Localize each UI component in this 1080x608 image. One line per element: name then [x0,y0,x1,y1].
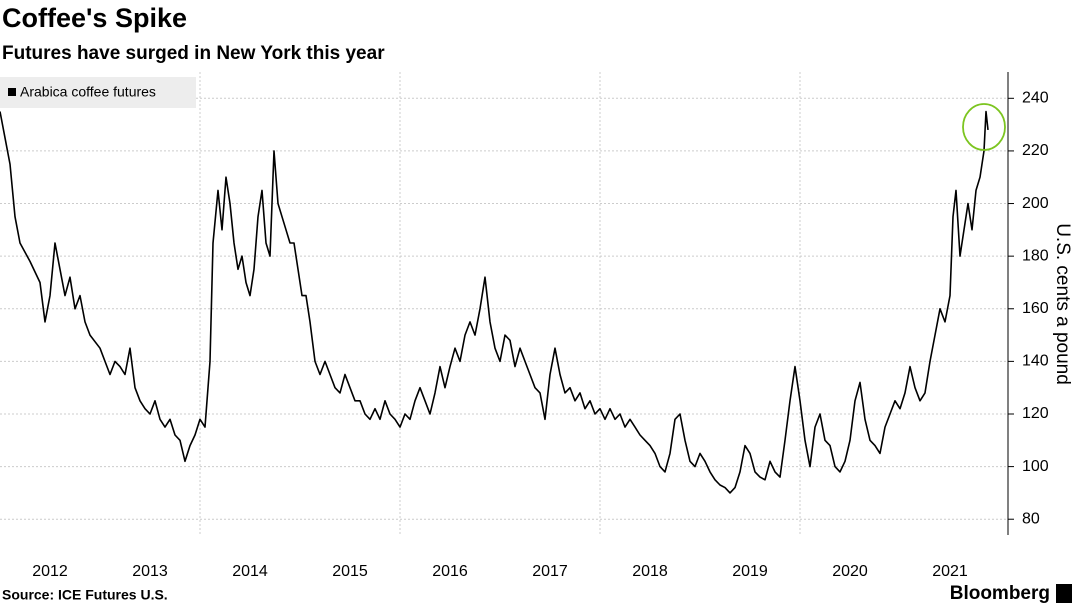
legend-label: Arabica coffee futures [20,84,156,100]
y-axis-label: U.S. cents a pound [1052,223,1073,385]
highlight-circle [962,103,1006,151]
x-tick-label: 2013 [132,563,168,580]
x-tick-label: 2021 [932,563,968,580]
x-tick-label: 2017 [532,563,568,580]
legend-swatch [8,88,16,96]
brand-icon [1056,584,1072,603]
brand: Bloomberg [950,583,1050,604]
y-tick-label: 180 [1022,247,1049,264]
x-tick-label: 2015 [332,563,368,580]
y-tick-label: 160 [1022,300,1049,317]
x-tick-label: 2018 [632,563,668,580]
line [0,110,989,494]
y-tick-label: 200 [1022,195,1049,212]
x-tick-label: 2016 [432,563,468,580]
chart-subtitle: Futures have surged in New York this yea… [2,43,385,64]
y-tick-label: 80 [1022,510,1040,527]
x-tick-label: 2014 [232,563,268,580]
y-tick-label: 120 [1022,405,1049,422]
x-tick-label: 2020 [832,563,868,580]
legend-box [0,77,196,108]
y-tick-label: 220 [1022,142,1049,159]
x-tick-label: 2019 [732,563,768,580]
y-tick-label: 140 [1022,353,1049,370]
y-tick-label: 240 [1022,90,1049,107]
chart-title: Coffee's Spike [2,3,187,33]
x-tick-label: 2012 [32,563,68,580]
y-tick-label: 100 [1022,458,1049,475]
source: Source: ICE Futures U.S. [2,587,168,603]
